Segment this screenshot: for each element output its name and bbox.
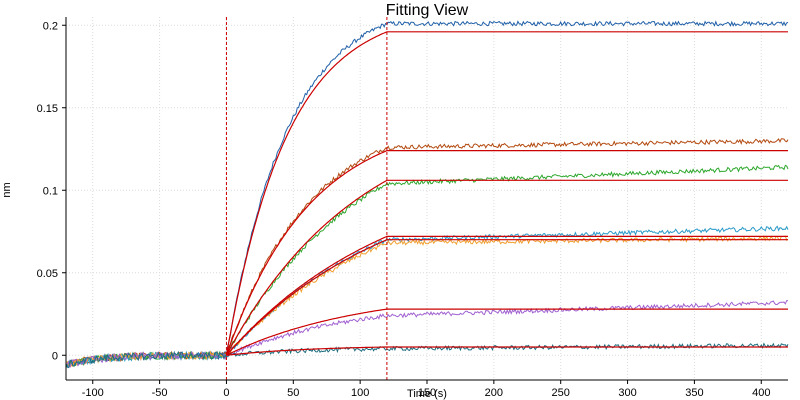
- x-tick-label: 0: [223, 387, 229, 399]
- fit-curve: [226, 346, 788, 356]
- y-tick-label: 0.2: [43, 20, 58, 32]
- x-tick-label: 350: [685, 387, 703, 399]
- fit-curve: [225, 150, 788, 356]
- x-tick-label: 300: [618, 387, 636, 399]
- grid: [66, 17, 788, 380]
- chart-title: Fitting View: [386, 2, 469, 19]
- x-axis-label: Time (s): [407, 388, 447, 400]
- y-tick-label: 0.15: [37, 103, 58, 115]
- y-tick-label: 0.1: [43, 185, 58, 197]
- x-tick-label: 250: [552, 387, 570, 399]
- y-axis-label: nm: [1, 182, 13, 197]
- fit-curve: [225, 239, 788, 356]
- x-tick-label: 150: [418, 387, 436, 399]
- x-tick-label: 50: [287, 387, 299, 399]
- fit-curve: [225, 179, 788, 356]
- x-tick-label: -50: [152, 387, 168, 399]
- y-tick-label: 0.05: [37, 268, 58, 280]
- fit-curve: [225, 235, 788, 356]
- axes: -100 -50 0 50 100 150 200 250 300 350 400 0 0.05 0.1 0…: [37, 17, 788, 399]
- fit-curves: [225, 31, 788, 356]
- x-tick-label: 400: [752, 387, 770, 399]
- x-tick-label: 200: [485, 387, 503, 399]
- y-tick-label: 0: [52, 350, 58, 362]
- phase-markers: [225, 17, 388, 380]
- fit-curve: [225, 31, 788, 356]
- fit-curve: [226, 308, 788, 356]
- x-tick-label: 100: [351, 387, 369, 399]
- x-tick-label: -100: [82, 387, 104, 399]
- sensorgram-trace: [65, 138, 789, 368]
